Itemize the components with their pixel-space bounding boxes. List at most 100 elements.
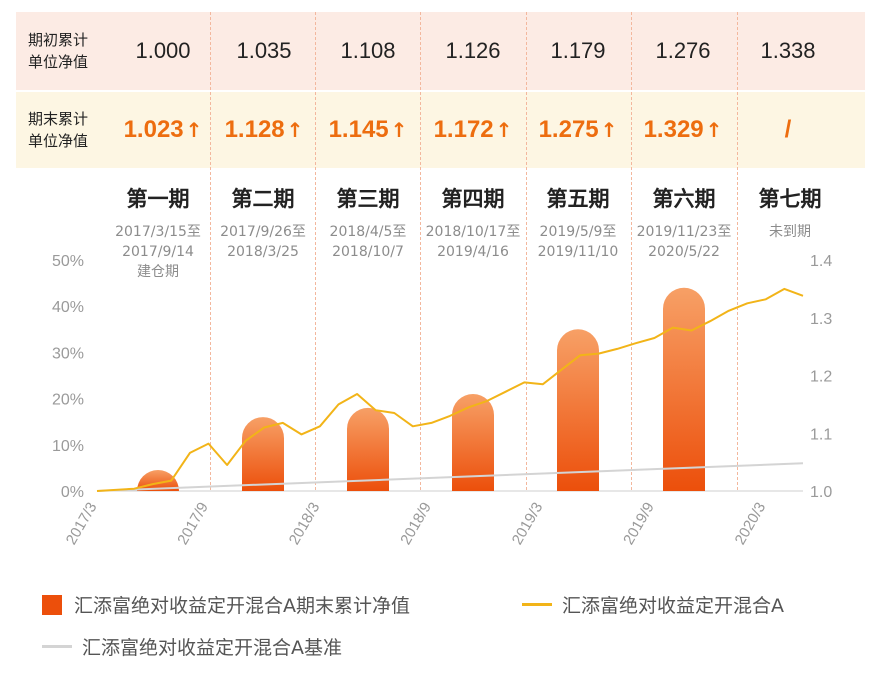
nav-bar [557, 329, 599, 491]
open-nav-value: 1.000 [135, 38, 191, 63]
x-tick-label: 2020/3 [732, 500, 770, 548]
legend-swatch-bar [42, 594, 62, 615]
legend-label: 汇添富绝对收益定开混合A期末累计净值 [74, 595, 410, 617]
x-tick-label: 2019/3 [509, 500, 547, 548]
legend-item-benchmark: 汇添富绝对收益定开混合A基准 [42, 633, 342, 660]
y-left-tick-label: 20% [52, 392, 84, 409]
up-arrow-icon: ↑ [185, 118, 203, 142]
period-range-line: 建仓期 [137, 264, 179, 280]
period-divider [526, 12, 527, 490]
x-tick-label: 2017/9 [174, 500, 212, 548]
close-nav-cell: 1.145 ↑ [316, 92, 421, 168]
period-range-line: 2019/4/16 [437, 244, 509, 260]
close-nav-cell: 1.023 ↑ [111, 92, 216, 168]
period-range-line: 2018/10/17至 [425, 224, 521, 240]
close-nav-value: 1.128 [224, 116, 285, 143]
x-tick-label: 2018/3 [286, 500, 324, 548]
period-range-line: 2019/11/23至 [636, 224, 732, 240]
close-nav-cell: 1.329 ↑ [631, 92, 736, 168]
y-left-tick-label: 0% [61, 484, 84, 501]
legend-label: 汇添富绝对收益定开混合A基准 [82, 637, 342, 659]
open-nav-cell: 1.108 [316, 12, 421, 90]
period-title: 第七期 [758, 187, 822, 211]
period-range-line: 2017/3/15至 [115, 224, 201, 240]
y-left-tick-label: 30% [52, 345, 84, 362]
x-tick-label: 2018/9 [397, 500, 435, 548]
legend-item-bar: 汇添富绝对收益定开混合A期末累计净值 [42, 591, 410, 618]
period-title: 第一期 [126, 187, 190, 211]
open-nav-value: 1.179 [550, 38, 606, 63]
period-divider [315, 12, 316, 490]
period-range-line: 2018/4/5至 [329, 224, 407, 240]
benchmark-line [96, 462, 804, 492]
y-left-tick-label: 40% [52, 299, 84, 316]
open-nav-value: 1.035 [236, 38, 292, 63]
close-nav-cell: 1.172 ↑ [421, 92, 526, 168]
up-arrow-icon: ↑ [705, 118, 723, 142]
open-nav-value: 1.276 [655, 38, 711, 63]
close-nav-cell: 1.128 ↑ [212, 92, 317, 168]
y-right-tick-label: 1.1 [810, 426, 832, 443]
period-range: 2018/4/5至 2018/10/7 [316, 222, 421, 262]
y-left-tick-label: 10% [52, 438, 84, 455]
period-range: 2019/11/23至 2020/5/22 [632, 222, 737, 262]
up-arrow-icon: ↑ [286, 118, 304, 142]
legend-item-line: 汇添富绝对收益定开混合A [522, 591, 784, 618]
nav-bar [663, 287, 705, 491]
open-nav-cell: 1.126 [421, 12, 526, 90]
period-range-line: 2019/11/10 [537, 244, 619, 260]
period-range-line: 2020/5/22 [648, 244, 720, 260]
period-title: 第三期 [336, 187, 400, 211]
period-range: 2017/9/26至 2018/3/25 [211, 222, 316, 262]
close-nav-value: 1.172 [433, 116, 494, 143]
period-range-line: 2018/3/25 [227, 244, 299, 260]
y-right-tick-label: 1.0 [810, 484, 832, 501]
period-title: 第六期 [652, 187, 716, 211]
legend-label: 汇添富绝对收益定开混合A [562, 595, 784, 617]
open-nav-cell: 1.035 [212, 12, 317, 90]
period-title: 第五期 [546, 187, 610, 211]
period-range-line: 未到期 [769, 224, 811, 240]
close-nav-value: / [784, 116, 792, 143]
y-right-tick-label: 1.3 [810, 311, 832, 328]
close-nav-label: 期末累计 单位净值 [28, 108, 118, 152]
open-nav-cell: 1.338 [736, 12, 841, 90]
period-divider [420, 12, 421, 490]
open-nav-cell: 1.000 [111, 12, 216, 90]
open-nav-value: 1.338 [760, 38, 816, 63]
open-nav-cell: 1.179 [526, 12, 631, 90]
period-divider [210, 12, 211, 490]
period-range-line: 2017/9/14 [122, 244, 194, 260]
close-nav-row: 期末累计 单位净值 1.023 ↑ 1.128 ↑ 1.145 ↑ 1.172 ↑ 1.… [16, 92, 865, 168]
legend-swatch-benchmark [42, 645, 72, 648]
close-nav-value: 1.275 [538, 116, 599, 143]
open-nav-label: 期初累计 单位净值 [28, 29, 118, 73]
y-left-tick-label: 50% [52, 253, 84, 270]
up-arrow-icon: ↑ [495, 118, 513, 142]
close-nav-label-line2: 单位净值 [28, 132, 89, 150]
period-title: 第二期 [231, 187, 295, 211]
open-nav-label-line2: 单位净值 [28, 53, 89, 71]
open-nav-row: 期初累计 单位净值 1.000 1.035 1.108 1.126 1.179 … [16, 12, 865, 90]
close-nav-label-line1: 期末累计 [28, 110, 89, 128]
nav-bar [452, 393, 494, 491]
y-right-tick-label: 1.2 [810, 369, 832, 386]
close-nav-value: 1.329 [643, 116, 704, 143]
nav-bar [347, 407, 389, 491]
period-divider [737, 12, 738, 490]
y-right-tick-label: 1.4 [810, 253, 832, 270]
up-arrow-icon: ↑ [390, 118, 408, 142]
period-range: 2019/5/9至 2019/11/10 [526, 222, 631, 262]
close-nav-value: 1.145 [328, 116, 389, 143]
period-range-line: 2018/10/7 [332, 244, 404, 260]
open-nav-value: 1.108 [340, 38, 396, 63]
open-nav-value: 1.126 [445, 38, 501, 63]
period-range-line: 2017/9/26至 [220, 224, 306, 240]
close-nav-cell: / [736, 92, 841, 168]
up-arrow-icon: ↑ [600, 118, 618, 142]
close-nav-value: 1.023 [123, 116, 184, 143]
period-range: 2018/10/17至 2019/4/16 [421, 222, 526, 262]
close-nav-cell: 1.275 ↑ [526, 92, 631, 168]
x-tick-label: 2019/9 [620, 500, 658, 548]
